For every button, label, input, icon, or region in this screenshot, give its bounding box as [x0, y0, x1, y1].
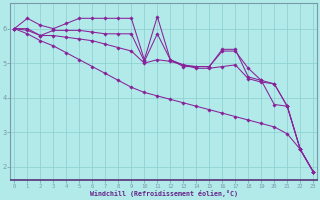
X-axis label: Windchill (Refroidissement éolien,°C): Windchill (Refroidissement éolien,°C) — [90, 190, 238, 197]
